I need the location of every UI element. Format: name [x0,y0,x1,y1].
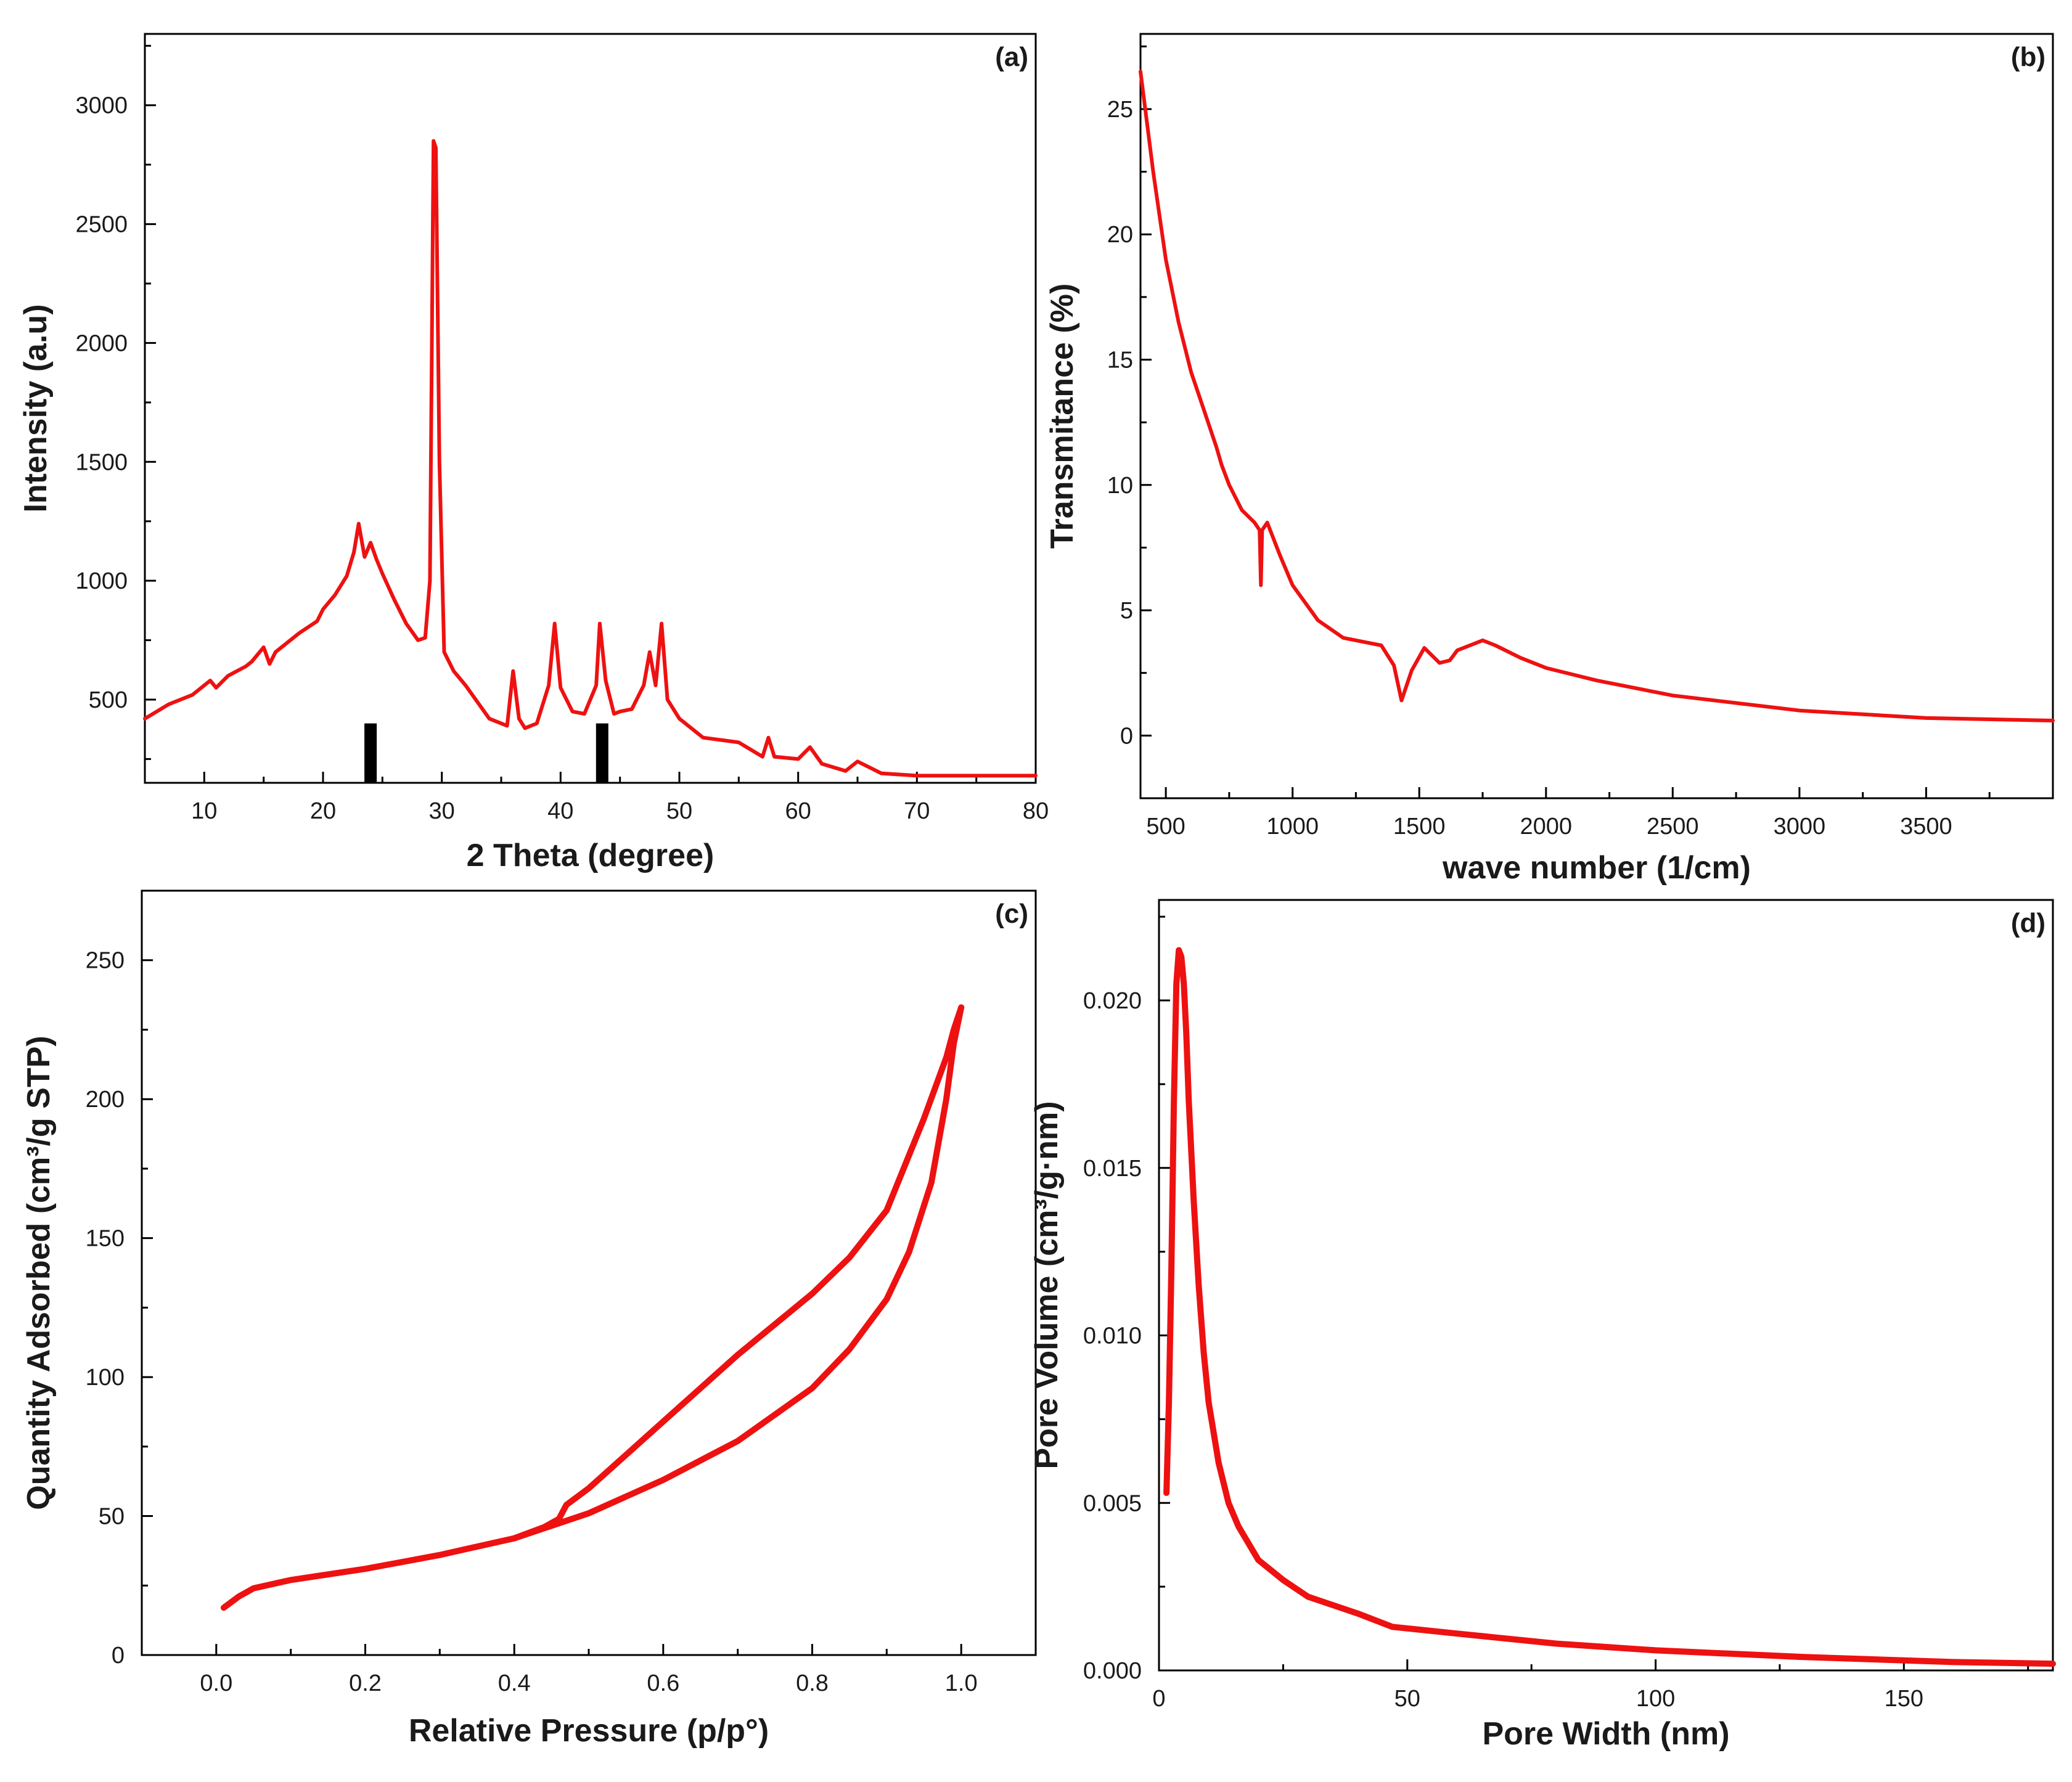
panel-label: (b) [2011,42,2045,72]
x-tick-label: 0.0 [200,1670,232,1696]
y-tick-label: 10 [1107,473,1133,499]
x-axis-title: Pore Width (nm) [1482,1716,1729,1752]
plot-frame [1158,899,2054,1672]
y-tick-label: 0.005 [1083,1490,1142,1516]
x-tick-label: 0.6 [647,1670,679,1696]
x-tick-label: 150 [1885,1686,1923,1712]
x-tick-label: 10 [191,798,217,824]
y-tick-label: 2500 [75,212,128,238]
y-axis-title: Intensity (a.u) [18,304,54,512]
x-tick-label: 20 [310,798,336,824]
x-tick-label: 40 [547,798,573,824]
y-tick-label: 200 [86,1087,125,1113]
panel-b: 500 1000 1500 2000 2500 3000 3500 0 5 10 15 20 25 wav… [1044,33,2055,886]
x-tick-label: 80 [1023,798,1049,824]
y-tick-label: 500 [89,687,128,713]
x-tick-label: 3500 [1900,814,1952,840]
y-tick-label: 150 [86,1226,125,1252]
plot-frame [144,33,1037,784]
x-tick-label: 50 [666,798,692,824]
series-bjh-line [1163,947,2056,1667]
y-tick-label: 50 [99,1504,125,1530]
y-tick-label: 0.000 [1083,1658,1142,1684]
x-tick-label: 1.0 [945,1670,978,1696]
x-tick-label: 500 [1146,814,1185,840]
y-axis-title: Pore Volume (cm³/g·nm) [1029,1101,1065,1469]
y-tick-label: 0 [1120,723,1133,749]
panel-label: (c) [995,899,1028,929]
x-tick-label: 2500 [1647,814,1699,840]
y-tick-label: 5 [1120,598,1133,624]
x-axis-title: wave number (1/cm) [1442,850,1751,886]
x-tick-label: 60 [785,798,811,824]
x-tick-label: 2000 [1520,814,1573,840]
x-axis-title: Relative Pressure (p/p°) [409,1713,769,1749]
y-axis-title: Transmitance (%) [1044,284,1080,549]
panel-label: (a) [995,42,1028,72]
series-ftir-line [1139,70,2055,722]
y-tick-label: 2000 [75,330,128,356]
y-axis-title: Quantity Adsorbed (cm³/g STP) [21,1036,57,1510]
y-tick-label: 15 [1107,348,1133,374]
x-tick-label: 70 [904,798,930,824]
y-tick-label: 1500 [75,449,128,475]
y-tick-label: 0.015 [1083,1156,1142,1182]
y-tick-label: 0 [112,1643,125,1669]
x-tick-label: 0 [1152,1686,1165,1712]
y-tick-label: 25 [1107,97,1133,123]
x-tick-label: 1500 [1393,814,1446,840]
panel-a: 10 20 30 40 50 60 70 80 500 1000 1500 2000 2500 3000 2… [18,33,1049,873]
y-tick-label: 100 [86,1365,125,1391]
series-xrd-line [143,139,1038,778]
x-tick-label: 100 [1636,1686,1675,1712]
y-tick-label: 20 [1107,222,1133,248]
x-tick-label: 0.8 [796,1670,829,1696]
x-tick-label: 1000 [1266,814,1319,840]
y-tick-label: 3000 [75,93,128,119]
panel-d: 0 50 100 150 0.000 0.005 0.010 0.015 0.020 Pore W… [1029,899,2056,1752]
plot-frame [1139,33,2054,799]
x-tick-label: 30 [429,798,455,824]
y-tick-label: 1000 [75,568,128,594]
x-tick-label: 0.2 [349,1670,382,1696]
series-desorption-line [511,1004,965,1542]
reference-peak-marker [364,723,377,783]
x-tick-label: 50 [1394,1686,1420,1712]
y-tick-label: 250 [86,948,125,974]
x-axis-title: 2 Theta (degree) [467,838,715,873]
reference-peak-marker [596,723,608,783]
series-adsorption-line [220,1004,965,1611]
y-tick-label: 0.010 [1083,1323,1142,1349]
panel-label: (d) [2011,908,2045,938]
x-tick-label: 0.4 [498,1670,531,1696]
y-tick-label: 0.020 [1083,988,1142,1014]
panel-c: 0.0 0.2 0.4 0.6 0.8 1.0 0 50 100 150 200 250 Relativ… [21,889,1037,1749]
x-tick-label: 3000 [1774,814,1826,840]
